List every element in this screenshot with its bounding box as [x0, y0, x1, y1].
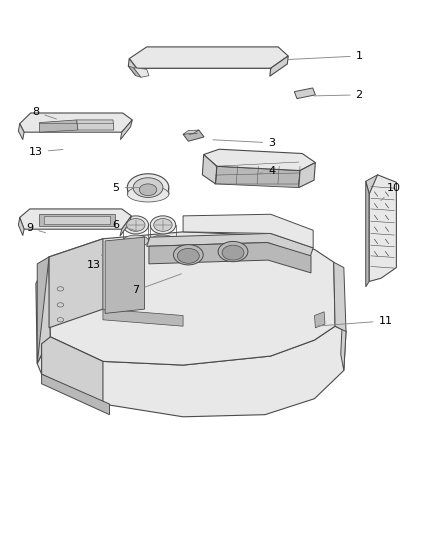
Polygon shape: [128, 59, 137, 76]
Ellipse shape: [123, 216, 148, 234]
Text: 5: 5: [113, 183, 140, 192]
Polygon shape: [314, 312, 325, 328]
Ellipse shape: [133, 178, 163, 197]
Polygon shape: [42, 374, 110, 415]
Text: 10: 10: [381, 183, 401, 200]
Polygon shape: [334, 262, 346, 332]
Text: 9: 9: [26, 223, 46, 233]
Ellipse shape: [222, 245, 244, 260]
Polygon shape: [183, 130, 204, 141]
Polygon shape: [37, 257, 49, 364]
Ellipse shape: [218, 241, 248, 262]
Text: 11: 11: [318, 316, 392, 326]
Polygon shape: [77, 120, 114, 130]
Polygon shape: [39, 120, 78, 132]
Text: 6: 6: [113, 220, 138, 231]
Text: 13: 13: [87, 254, 102, 270]
Polygon shape: [204, 149, 315, 171]
Polygon shape: [37, 326, 346, 417]
Polygon shape: [103, 309, 183, 326]
Polygon shape: [20, 209, 131, 229]
Ellipse shape: [127, 174, 169, 201]
Polygon shape: [369, 175, 396, 281]
Polygon shape: [183, 130, 199, 134]
Polygon shape: [18, 217, 24, 236]
Polygon shape: [270, 56, 288, 76]
Polygon shape: [129, 47, 288, 68]
Ellipse shape: [57, 318, 64, 322]
Polygon shape: [18, 124, 24, 140]
Polygon shape: [20, 113, 132, 132]
Polygon shape: [366, 181, 369, 287]
Text: 13: 13: [29, 147, 63, 157]
Polygon shape: [299, 163, 315, 188]
Text: 1: 1: [287, 51, 363, 61]
Polygon shape: [294, 88, 315, 99]
Text: 8: 8: [32, 107, 57, 119]
Polygon shape: [42, 337, 103, 404]
Polygon shape: [149, 243, 311, 273]
Polygon shape: [215, 166, 300, 188]
Polygon shape: [105, 237, 145, 313]
Polygon shape: [341, 316, 346, 370]
Polygon shape: [36, 257, 50, 364]
Ellipse shape: [57, 303, 64, 307]
Ellipse shape: [150, 235, 176, 247]
Polygon shape: [134, 68, 149, 77]
Polygon shape: [39, 214, 115, 226]
Polygon shape: [120, 216, 131, 236]
Ellipse shape: [154, 219, 172, 231]
Ellipse shape: [123, 235, 148, 247]
Polygon shape: [183, 214, 313, 248]
Polygon shape: [49, 232, 335, 365]
Ellipse shape: [173, 245, 203, 265]
Polygon shape: [147, 233, 313, 257]
Text: 2: 2: [314, 90, 363, 100]
Polygon shape: [128, 66, 141, 77]
Polygon shape: [366, 175, 381, 194]
Text: 4: 4: [257, 166, 275, 175]
Polygon shape: [202, 155, 217, 184]
Ellipse shape: [57, 287, 64, 291]
Ellipse shape: [177, 248, 199, 263]
Polygon shape: [49, 239, 103, 328]
Ellipse shape: [150, 216, 176, 234]
Polygon shape: [44, 216, 110, 224]
Polygon shape: [120, 120, 132, 140]
Text: 3: 3: [213, 138, 275, 148]
Ellipse shape: [139, 184, 157, 196]
Ellipse shape: [127, 186, 169, 202]
Text: 7: 7: [132, 274, 181, 295]
Ellipse shape: [127, 219, 145, 231]
